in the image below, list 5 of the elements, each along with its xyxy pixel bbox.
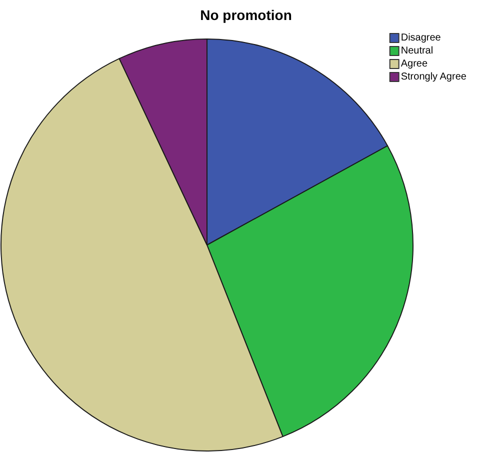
chart-title: No promotion: [200, 7, 292, 23]
legend-label: Strongly Agree: [400, 72, 467, 82]
legend-label: Disagree: [400, 32, 442, 44]
legend-label: Neutral: [400, 46, 434, 56]
legend-label: Agree: [400, 58, 428, 70]
